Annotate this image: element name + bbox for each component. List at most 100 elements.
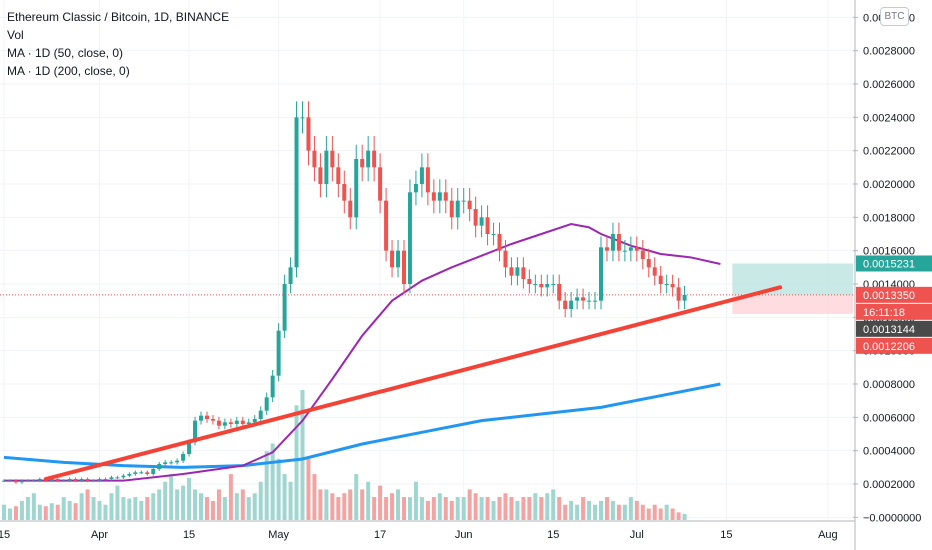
price-tag-text: 0.0013144 (863, 324, 915, 336)
volume-bar (646, 508, 651, 520)
volume-bar (509, 497, 514, 520)
volume-bar (431, 497, 436, 520)
candle (151, 469, 156, 474)
candle (575, 297, 580, 301)
stop-zone (732, 294, 853, 314)
candle (569, 300, 574, 309)
candle (79, 479, 84, 481)
volume-bar (599, 500, 603, 520)
candle (13, 480, 18, 483)
candle (527, 279, 532, 284)
candle (616, 234, 621, 251)
candle (276, 330, 281, 376)
volume-bar (91, 497, 96, 520)
volume-bar (479, 497, 484, 520)
volume-bar (437, 493, 442, 520)
volume-bar (103, 504, 108, 520)
price-tag-target (856, 255, 932, 272)
price-tag-text: 0.0012206 (863, 341, 915, 353)
volume-bar (204, 497, 209, 520)
candle (204, 415, 209, 419)
price-tag-text: 0.0015231 (863, 258, 915, 270)
volume-bar (527, 497, 532, 520)
candle (587, 300, 592, 302)
volume-bar (575, 504, 580, 520)
candle (240, 420, 245, 424)
y-tick-label: 0.0020000 (863, 179, 915, 191)
volume-bar (425, 500, 430, 520)
legend-ma50[interactable]: MA · 1D (50, close, 0) (7, 46, 124, 60)
legend-ma200[interactable]: MA · 1D (200, close, 0) (7, 64, 130, 78)
candle (145, 472, 150, 474)
volume-bar (640, 504, 645, 520)
y-tick-label: 0.0028000 (863, 46, 915, 58)
candle (234, 420, 239, 424)
candle (121, 475, 126, 478)
candle (443, 192, 448, 201)
volume-bar (264, 451, 269, 520)
candle (425, 167, 430, 193)
candle (103, 479, 108, 480)
candle (366, 150, 371, 168)
volume-bar (342, 493, 347, 520)
candle (581, 297, 586, 301)
candle (557, 284, 562, 301)
candle (658, 275, 663, 284)
volume-bar (127, 498, 132, 520)
candle (127, 474, 132, 476)
volume-bar (25, 497, 30, 520)
symbol-title[interactable]: Ethereum Classic / Bitcoin, 1D, BINANCE (7, 10, 230, 24)
volume-bar (19, 500, 24, 520)
volume-bar (563, 504, 568, 520)
x-tick-label: 17 (374, 529, 386, 541)
volume-bar (151, 493, 156, 520)
candle (604, 247, 609, 251)
volume-bar (324, 489, 329, 520)
candle (664, 284, 669, 285)
candle (390, 250, 395, 268)
candle (67, 479, 72, 481)
candle (348, 200, 353, 218)
candle (539, 284, 544, 288)
volume-bar (396, 489, 401, 520)
currency-button[interactable]: BTC (880, 7, 909, 26)
volume-bar (97, 500, 102, 520)
legend-vol[interactable]: Vol (7, 28, 24, 42)
volume-bar (634, 500, 639, 520)
position-zones (0, 263, 853, 314)
volume-bar (13, 506, 18, 520)
x-tick-label: Jun (455, 529, 473, 541)
candle (55, 479, 60, 481)
y-tick-label: 0.0018000 (863, 212, 915, 224)
volume-bar (497, 497, 502, 520)
volume-bar (246, 497, 251, 520)
x-tick-label: 15 (183, 529, 195, 541)
candle (455, 200, 460, 218)
candle (91, 480, 96, 482)
volume-bar (216, 489, 221, 520)
volume-bar (664, 504, 669, 520)
volume-bar (491, 500, 496, 520)
volume-bar (521, 497, 526, 520)
volume-bar (360, 489, 365, 520)
y-tick-label: −0.0000000 (863, 512, 921, 524)
volume-bar (455, 497, 460, 520)
x-tick-label: Jul (630, 529, 644, 541)
candle (401, 250, 406, 284)
volume-bar (443, 497, 448, 520)
volume-bar (157, 489, 162, 520)
candle (294, 117, 299, 268)
candle (431, 192, 436, 201)
volume-bar (318, 489, 323, 520)
price-tags: 0.0015231 0.0013350 16:11:18 0.0013144 0.001… (856, 255, 932, 354)
volume-bar (557, 497, 562, 520)
candle (372, 150, 377, 168)
volume-bar (258, 481, 263, 520)
volume-bar (300, 390, 305, 520)
candle (246, 422, 251, 424)
ma200-line (3, 382, 721, 469)
axes (0, 0, 858, 550)
volume-bar (163, 481, 168, 520)
